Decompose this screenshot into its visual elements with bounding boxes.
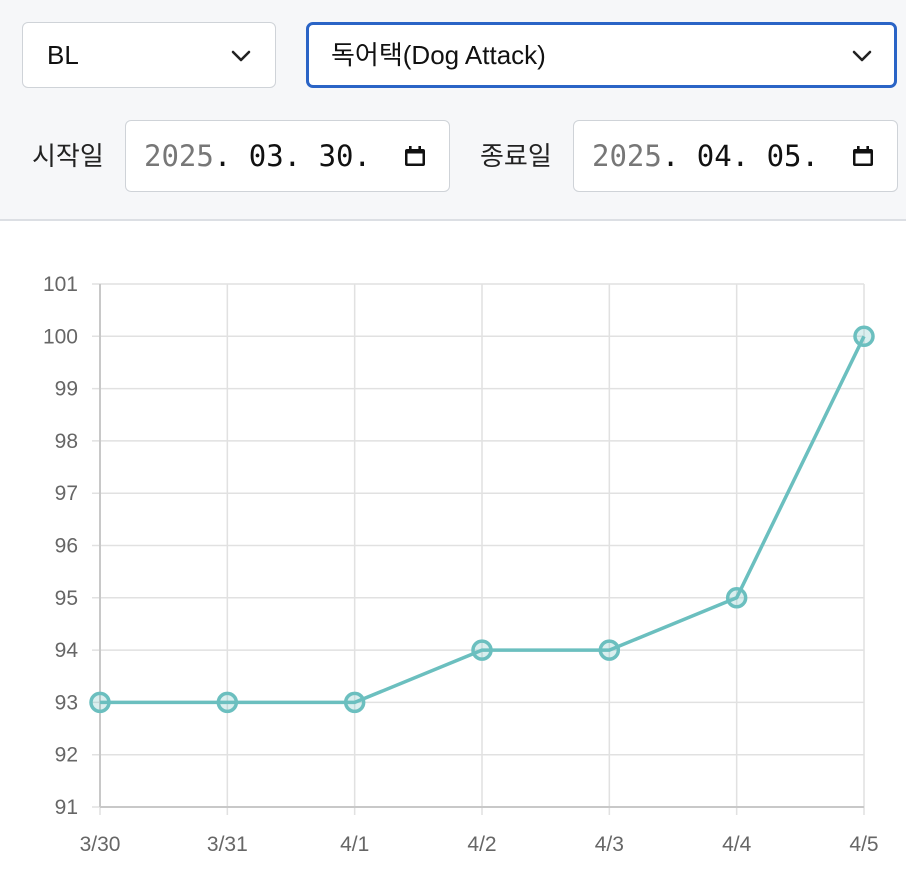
- data-point: [216, 691, 239, 714]
- x-tick-label: 4/1: [340, 833, 369, 856]
- y-tick-label: 96: [55, 535, 78, 558]
- x-tick-label: 4/3: [595, 833, 624, 856]
- x-tick-label: 4/5: [849, 833, 878, 856]
- data-point: [343, 691, 366, 714]
- data-point: [853, 325, 875, 348]
- start-date-value: 2025. 03. 30.: [144, 139, 371, 173]
- end-date-label: 종료일: [480, 141, 552, 171]
- y-tick-label: 97: [55, 482, 78, 505]
- x-tick-label: 3/30: [80, 833, 121, 856]
- calendar-icon[interactable]: [403, 144, 427, 168]
- y-tick-label: 98: [55, 430, 78, 453]
- category-select-value: BL: [47, 40, 79, 70]
- category-select[interactable]: BL: [22, 22, 276, 88]
- x-tick-label: 4/2: [467, 833, 496, 856]
- y-tick-label: 94: [55, 639, 79, 662]
- item-select[interactable]: 독어택(Dog Attack): [306, 22, 897, 88]
- calendar-icon[interactable]: [851, 144, 875, 168]
- start-date-input[interactable]: 2025. 03. 30.: [125, 120, 450, 192]
- y-tick-label: 101: [43, 273, 78, 296]
- start-date-label: 시작일: [32, 141, 104, 171]
- item-select-value: 독어택(Dog Attack): [331, 40, 546, 70]
- filter-toolbar: BL 독어택(Dog Attack) 시작일 2025. 03. 30. 종료일…: [0, 0, 906, 221]
- data-point: [89, 691, 111, 714]
- y-tick-label: 93: [55, 691, 78, 714]
- y-tick-label: 99: [55, 378, 78, 401]
- chevron-down-icon: [231, 50, 251, 62]
- data-point: [598, 639, 621, 661]
- data-point: [725, 587, 748, 609]
- x-tick-label: 3/31: [207, 833, 248, 856]
- y-tick-label: 92: [55, 744, 78, 767]
- y-tick-label: 95: [55, 587, 78, 610]
- x-tick-label: 4/4: [722, 833, 752, 856]
- y-tick-label: 100: [43, 325, 78, 348]
- line-chart: 91 92 93 94 95 96 97 98 99 100 101 3/30 3/31 4/1 4/2 4/…: [43, 273, 879, 856]
- chevron-down-icon: [852, 50, 872, 62]
- series-line: [100, 335, 866, 705]
- data-point: [471, 639, 493, 661]
- y-tick-label: 91: [55, 796, 78, 819]
- end-date-input[interactable]: 2025. 04. 05.: [573, 120, 898, 192]
- end-date-value: 2025. 04. 05.: [592, 139, 819, 173]
